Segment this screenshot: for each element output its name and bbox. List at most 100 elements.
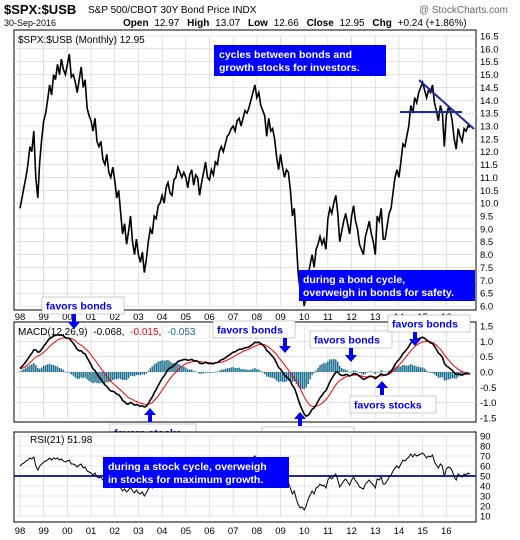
macd-histogram-bar: [23, 368, 25, 372]
y-tick-label: 15.5: [480, 57, 499, 68]
macd-histogram-bar: [76, 372, 78, 379]
macd-histogram-bar: [445, 372, 448, 381]
y-tick-label: 8.0: [480, 250, 493, 261]
y-tick-label: 6.5: [480, 289, 493, 300]
macd-histogram-bar: [291, 372, 294, 382]
macd-histogram-bar: [412, 365, 414, 372]
macd-histogram-bar: [307, 372, 309, 384]
y-tick-label: 50: [480, 472, 491, 483]
macd-histogram-bar: [100, 372, 102, 383]
low-value: 12.66: [274, 18, 299, 29]
symbol-description: S&P 500/CBOT 30Y Bond Price INDX: [88, 5, 257, 16]
macd-histogram-bar: [301, 372, 303, 389]
macd-histogram-bar: [374, 372, 377, 374]
macd-histogram-bar: [68, 372, 71, 373]
macd-histogram-bar: [33, 363, 35, 372]
macd-histogram-bar: [429, 372, 432, 373]
macd-histogram-bar: [131, 372, 134, 376]
y-tick-label: 16.5: [480, 32, 499, 43]
y-tick-label: 14.0: [480, 96, 499, 107]
macd-histogram-bar: [447, 372, 450, 380]
y-tick-label: 7.0: [480, 276, 493, 287]
y-tick-label: 70: [480, 452, 491, 463]
y-tick-label: -1.0: [480, 398, 496, 409]
macd-histogram-bar: [175, 363, 177, 372]
macd-histogram-bar: [402, 364, 404, 372]
macd-histogram-bar: [299, 372, 302, 389]
macd-histogram-bar: [196, 372, 199, 373]
macd-histogram-bar: [56, 366, 59, 372]
annotation-arrow-head: [376, 381, 388, 388]
macd-histogram-bar: [52, 364, 55, 372]
annotation-arrow-head: [279, 346, 291, 353]
annotation-box-bg: [212, 320, 296, 339]
macd-histogram-bar: [151, 366, 153, 372]
macd-histogram-bar: [84, 372, 86, 378]
macd-histogram-bar: [29, 364, 31, 372]
macd-histogram-bar: [265, 372, 268, 377]
macd-histogram-bar: [352, 370, 355, 372]
macd-histogram-bar: [262, 372, 264, 373]
macd-histogram-bar: [220, 369, 223, 372]
macd-histogram-bar: [362, 372, 365, 375]
macd-histogram-bar: [78, 372, 80, 379]
macd-histogram-bar: [232, 367, 234, 372]
macd-histogram-bar: [40, 367, 43, 372]
macd-histogram-bar: [364, 372, 367, 374]
x-tick-label: 05: [181, 312, 192, 323]
y-tick-label: 15.0: [480, 70, 499, 81]
macd-histogram-bar: [431, 372, 434, 373]
macd-histogram-bar: [356, 371, 359, 372]
macd-histogram-bar: [368, 371, 371, 372]
macd-histogram-bar: [410, 364, 412, 372]
macd-legend-macd: -0.068: [93, 327, 122, 338]
note-box-stock-cycle-line-1: during a stock cycle, overweigh: [108, 461, 267, 473]
macd-histogram-bar: [181, 365, 183, 372]
macd-histogram-bar: [74, 372, 77, 378]
macd-histogram-bar: [66, 372, 69, 373]
macd-histogram-bar: [224, 368, 227, 372]
annotation-arrow-head: [68, 322, 80, 329]
macd-histogram-bar: [331, 359, 333, 372]
macd-histogram-bar: [250, 369, 252, 372]
y-tick-label: 16.0: [480, 44, 499, 55]
macd-histogram-bar: [311, 372, 313, 376]
macd-histogram-bar: [252, 368, 254, 372]
macd-histogram-bar: [212, 372, 215, 373]
macd-histogram-bar: [376, 372, 378, 373]
macd-histogram-bar: [125, 372, 128, 380]
x-tick-label: 01: [86, 526, 97, 537]
macd-histogram-bar: [423, 368, 426, 372]
macd-histogram-bar: [139, 372, 142, 376]
macd-histogram-bar: [202, 372, 205, 374]
macd-histogram-bar: [370, 371, 373, 372]
macd-histogram-bar: [415, 366, 418, 372]
macd-histogram-bar: [230, 367, 232, 372]
macd-histogram-bar: [254, 368, 256, 372]
macd-histogram-bar: [35, 364, 37, 372]
macd-histogram-bar: [335, 359, 337, 372]
macd-histogram-bar: [58, 368, 61, 372]
macd-histogram-bar: [145, 372, 148, 374]
macd-histogram-bar: [183, 366, 185, 372]
macd-histogram-bar: [303, 372, 305, 390]
macd-histogram-bar: [167, 360, 169, 372]
macd-histogram-bar: [108, 372, 110, 383]
macd-histogram-bar: [96, 372, 98, 384]
x-tick-label: 07: [228, 312, 239, 323]
x-tick-label: 99: [38, 526, 49, 537]
macd-legend-signal: -0.015: [130, 327, 159, 338]
macd-histogram-bar: [295, 372, 298, 384]
x-tick-label: 12: [346, 312, 357, 323]
macd-histogram-bar: [453, 372, 455, 379]
macd-histogram-bar: [392, 368, 394, 372]
macd-histogram-bar: [206, 372, 209, 373]
macd-histogram-bar: [208, 372, 211, 373]
y-tick-label: 13.5: [480, 109, 499, 120]
y-tick-label: 80: [480, 442, 491, 453]
chart-date: 30-Sep-2016: [4, 18, 56, 28]
macd-histogram-bar: [380, 370, 382, 372]
close-label: Close: [307, 18, 335, 29]
macd-histogram-bar: [396, 366, 398, 372]
